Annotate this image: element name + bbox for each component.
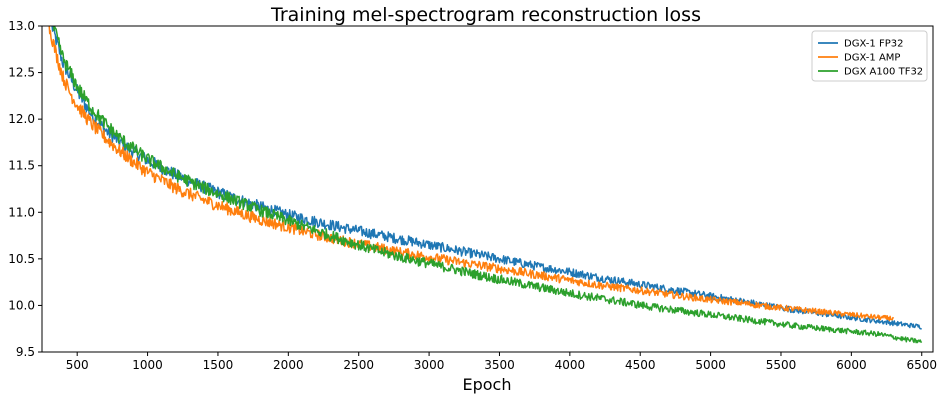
x-tick-label: 1500 [203, 358, 234, 372]
legend-label: DGX-1 FP32 [844, 39, 903, 50]
y-tick-label: 11.5 [8, 159, 35, 173]
plot-frame [41, 25, 934, 353]
series-line-1 [48, 26, 895, 322]
x-tick-label: 6000 [836, 358, 867, 372]
y-tick-label: 11.0 [8, 205, 35, 219]
series-line-2 [52, 26, 923, 344]
x-tick-label: 2000 [273, 358, 304, 372]
x-tick-label: 4500 [625, 358, 656, 372]
x-tick-label: 2500 [343, 358, 374, 372]
series-layer [48, 26, 923, 344]
x-tick-label: 5000 [695, 358, 726, 372]
y-tick-label: 10.0 [8, 298, 35, 312]
x-tick-label: 4000 [555, 358, 586, 372]
y-axis: 9.5 10.0 10.5 11.0 11.5 12.0 12.5 13.0 [8, 19, 42, 359]
legend-box [811, 30, 928, 82]
x-tick-label: 3500 [484, 358, 515, 372]
chart-title: Training mel-spectrogram reconstruction … [270, 4, 701, 26]
x-tick-label: 6500 [906, 358, 937, 372]
legend-label: DGX-1 AMP [844, 53, 900, 64]
x-tick-label: 5500 [766, 358, 797, 372]
y-tick-label: 12.5 [8, 66, 35, 80]
legend-entries: DGX-1 FP32 DGX-1 AMP DGX A100 TF32 [818, 39, 923, 78]
y-tick-label: 10.5 [8, 252, 35, 266]
y-tick-label: 9.5 [16, 345, 35, 359]
x-tick-label: 1000 [132, 358, 163, 372]
y-tick-label: 13.0 [8, 19, 35, 33]
legend-label: DGX A100 TF32 [844, 67, 923, 78]
x-axis: 500 1000 1500 2000 2500 3000 3500 4000 4500 5000 5… [66, 352, 937, 372]
x-axis-label: Epoch [463, 375, 512, 394]
x-tick-label: 500 [66, 358, 89, 372]
x-tick-label: 3000 [414, 358, 445, 372]
legend: DGX-1 FP32 DGX-1 AMP DGX A100 TF32 [811, 30, 928, 82]
y-tick-label: 12.0 [8, 112, 35, 126]
